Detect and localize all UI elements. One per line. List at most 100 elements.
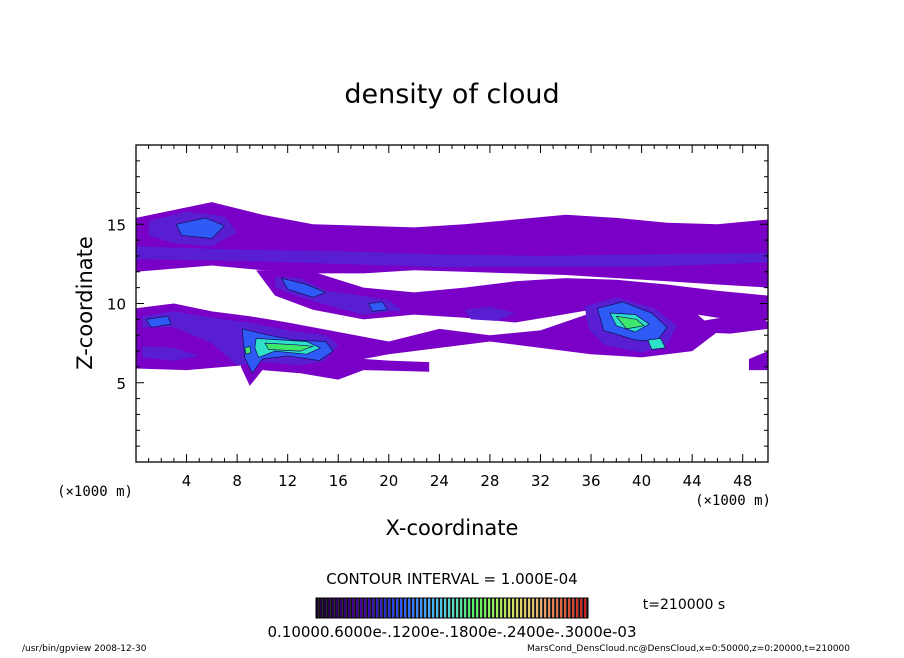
colorbar-stripe [356, 598, 359, 618]
colorbar-gap [386, 598, 388, 618]
x-unit-left: (×1000 m) [57, 484, 133, 500]
x-tick-label: 24 [430, 472, 449, 490]
colorbar-gap [546, 598, 548, 618]
colorbar-gap [446, 598, 448, 618]
colorbar [316, 598, 588, 618]
colorbar-gap [562, 598, 564, 618]
colorbar-stripe [448, 598, 451, 618]
density-region-level-1 [692, 316, 768, 334]
colorbar-gap [518, 598, 520, 618]
colorbar-stripe [516, 598, 519, 618]
colorbar-gap [334, 598, 336, 618]
colorbar-gap [474, 598, 476, 618]
x-tick-label: 16 [329, 472, 348, 490]
colorbar-gap [470, 598, 472, 618]
colorbar-stripe [332, 598, 335, 618]
colorbar-stripe [576, 598, 579, 618]
density-region-level-4 [647, 338, 666, 350]
colorbar-stripe [496, 598, 499, 618]
colorbar-tick-labels: 0.10000.6000e-.1200e-.1800e-.2400e-.3000… [267, 623, 636, 641]
colorbar-stripe [552, 598, 555, 618]
colorbar-gap [382, 598, 384, 618]
y-tick-label: 10 [107, 296, 126, 314]
colorbar-gap [374, 598, 376, 618]
colorbar-gap [370, 598, 372, 618]
colorbar-stripe [508, 598, 511, 618]
colorbar-gap [450, 598, 452, 618]
colorbar-stripe [404, 598, 407, 618]
density-region-level-3 [281, 277, 326, 298]
colorbar-stripe [428, 598, 431, 618]
colorbar-gap [510, 598, 512, 618]
colorbar-gap [466, 598, 468, 618]
colorbar-stripe [316, 598, 319, 618]
colorbar-gap [422, 598, 424, 618]
colorbar-gap [478, 598, 480, 618]
colorbar-gap [338, 598, 340, 618]
colorbar-gap [342, 598, 344, 618]
colorbar-gap [526, 598, 528, 618]
colorbar-gap [506, 598, 508, 618]
colorbar-stripe [468, 598, 471, 618]
colorbar-stripe [520, 598, 523, 618]
colorbar-gap [462, 598, 464, 618]
colorbar-stripe [324, 598, 327, 618]
colorbar-gap [454, 598, 456, 618]
colorbar-stripe [472, 598, 475, 618]
colorbar-gap [502, 598, 504, 618]
x-tick-label: 20 [379, 472, 398, 490]
colorbar-stripe [452, 598, 455, 618]
colorbar-stripe [372, 598, 375, 618]
colorbar-gap [494, 598, 496, 618]
colorbar-gap [566, 598, 568, 618]
colorbar-stripe [412, 598, 415, 618]
colorbar-gap [586, 598, 588, 618]
colorbar-stripe [396, 598, 399, 618]
colorbar-gap [582, 598, 584, 618]
colorbar-stripe [504, 598, 507, 618]
colorbar-stripe [368, 598, 371, 618]
colorbar-gap [318, 598, 320, 618]
density-region-level-5 [264, 342, 314, 352]
colorbar-gap [538, 598, 540, 618]
x-axis: 4 8 12 16 20 24 28 32 36 40 44 48 [148, 145, 756, 490]
colorbar-gap [490, 598, 492, 618]
colorbar-frame [315, 597, 589, 619]
colorbar-stripe [484, 598, 487, 618]
colorbar-gap [322, 598, 324, 618]
colorbar-gap [358, 598, 360, 618]
colorbar-gap [390, 598, 392, 618]
density-region-level-1 [749, 351, 768, 371]
x-tick-label: 40 [632, 472, 651, 490]
colorbar-stripe [524, 598, 527, 618]
colorbar-stripe [436, 598, 439, 618]
colorbar-gap [578, 598, 580, 618]
colorbar-stripe [364, 598, 367, 618]
colorbar-gap [558, 598, 560, 618]
y-axis: 5 10 15 [107, 160, 768, 447]
colorbar-stripe [340, 598, 343, 618]
time-label: t=210000 s [643, 597, 725, 613]
colorbar-stripe [328, 598, 331, 618]
colorbar-stripe [584, 598, 587, 618]
colorbar-stripe [420, 598, 423, 618]
x-tick-label: 8 [232, 472, 242, 490]
colorbar-stripe [424, 598, 427, 618]
colorbar-stripe [548, 598, 551, 618]
colorbar-stripe [528, 598, 531, 618]
colorbar-stripe [444, 598, 447, 618]
colorbar-stripe [532, 598, 535, 618]
colorbar-stripe [320, 598, 323, 618]
density-region-level-5 [615, 315, 645, 330]
colorbar-gap [330, 598, 332, 618]
x-tick-label: 32 [531, 472, 550, 490]
colorbar-gap [482, 598, 484, 618]
x-unit-right: (×1000 m) [695, 493, 771, 509]
heatmap-regions [136, 202, 768, 386]
colorbar-stripe [512, 598, 515, 618]
colorbar-gap [530, 598, 532, 618]
density-region-level-3 [176, 217, 225, 239]
colorbar-gap [550, 598, 552, 618]
